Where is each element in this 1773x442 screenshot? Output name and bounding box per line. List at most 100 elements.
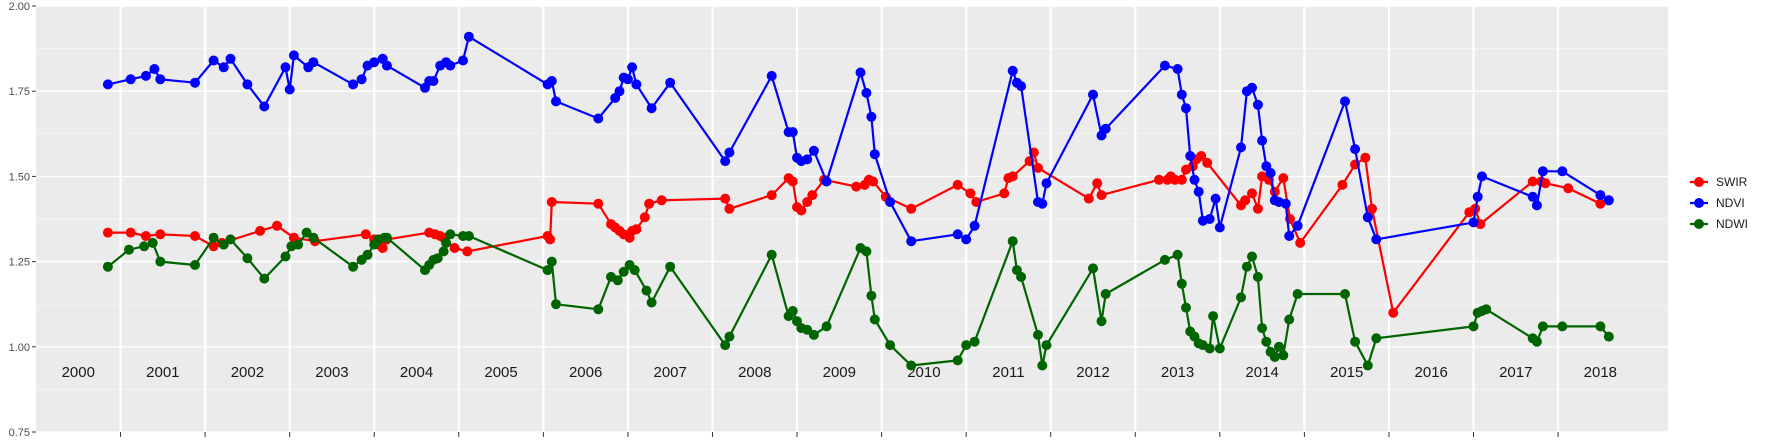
legend-key-swir [1694, 177, 1704, 187]
data-point-ndwi [293, 239, 304, 250]
data-point-swir [593, 198, 604, 209]
data-point-swir [787, 176, 798, 187]
data-point-swir [1007, 171, 1018, 182]
data-point-swir [1083, 193, 1094, 204]
data-point-swir [272, 220, 282, 231]
data-point-ndvi [1176, 89, 1187, 100]
data-point-ndvi [356, 74, 367, 85]
data-point-ndwi [1088, 263, 1098, 274]
data-point-ndwi [1176, 278, 1187, 289]
data-point-ndvi [1340, 96, 1350, 107]
data-point-ndwi [1340, 289, 1350, 299]
data-point-ndvi [218, 62, 229, 73]
year-label: 2008 [738, 364, 771, 381]
data-point-swir [965, 188, 976, 199]
data-point-ndvi [821, 176, 832, 187]
data-point-ndvi [855, 67, 866, 78]
data-point-ndwi [1350, 336, 1361, 347]
data-point-ndwi [1100, 289, 1111, 299]
data-point-ndvi [1100, 123, 1111, 134]
data-point-ndvi [1252, 99, 1263, 110]
data-point-ndvi [1185, 151, 1196, 161]
year-label: 2010 [907, 364, 940, 381]
data-point-ndwi [139, 241, 150, 252]
data-point-swir [644, 198, 655, 209]
data-point-swir [1337, 179, 1348, 190]
data-point-ndwi [969, 336, 980, 347]
data-point-ndvi [961, 234, 972, 245]
data-point-ndwi [1214, 343, 1225, 354]
data-point-ndwi [821, 321, 832, 332]
data-point-ndvi [766, 70, 777, 81]
data-point-ndvi [1265, 168, 1276, 178]
data-point-swir [255, 225, 266, 236]
data-point-ndvi [1236, 142, 1246, 153]
data-point-ndwi [1247, 251, 1257, 262]
year-label: 2002 [231, 364, 264, 381]
data-point-ndvi [463, 31, 474, 42]
data-point-swir [851, 181, 862, 192]
data-point-ndvi [140, 70, 151, 81]
data-point-ndwi [1274, 341, 1284, 352]
y-tick-label: 2.00 [9, 1, 30, 13]
year-label: 2003 [315, 364, 348, 381]
data-point-ndvi [866, 111, 877, 122]
data-point-ndvi [1016, 81, 1027, 92]
data-point-swir [1096, 190, 1107, 201]
data-point-ndwi [720, 340, 731, 351]
data-point-ndvi [787, 127, 798, 138]
data-point-ndvi [885, 197, 896, 207]
legend-label-ndvi: NDVI [1716, 196, 1745, 210]
data-point-ndwi [787, 306, 798, 316]
data-point-swir [1360, 152, 1371, 163]
data-point-swir [190, 231, 200, 241]
data-point-ndwi [1481, 304, 1492, 315]
data-point-ndvi [1527, 191, 1538, 202]
data-point-ndwi [348, 261, 359, 272]
grid-major [36, 5, 1668, 433]
data-point-ndwi [766, 249, 777, 260]
data-point-ndvi [1193, 186, 1204, 197]
data-point-ndvi [802, 154, 813, 165]
data-point-ndwi [593, 304, 604, 315]
data-point-ndwi [1261, 336, 1272, 347]
data-point-ndwi [1269, 352, 1280, 362]
data-point-ndwi [124, 244, 134, 255]
data-point-ndwi [280, 251, 291, 262]
data-point-ndvi [155, 74, 166, 85]
data-point-ndwi [906, 360, 917, 371]
data-point-swir [545, 234, 556, 245]
data-point-swir [1240, 195, 1251, 206]
data-point-ndwi [1292, 289, 1303, 299]
data-point-ndvi [149, 64, 160, 74]
data-point-ndwi [208, 232, 219, 243]
year-label: 2012 [1076, 364, 1109, 381]
data-point-swir [720, 193, 731, 204]
data-point-ndwi [665, 261, 676, 272]
data-point-ndvi [1472, 191, 1483, 202]
data-point-ndwi [1252, 271, 1263, 282]
legend-label-swir: SWIR [1716, 175, 1748, 189]
data-point-ndvi [225, 53, 236, 64]
data-point-ndvi [861, 87, 872, 98]
data-point-ndvi [808, 145, 819, 156]
data-point-ndvi [1362, 212, 1373, 223]
data-point-swir [639, 212, 650, 223]
data-point-swir [377, 243, 388, 253]
data-point-ndvi [1181, 103, 1191, 114]
data-point-ndwi [641, 285, 652, 296]
data-point-ndvi [1468, 217, 1479, 228]
data-point-ndvi [288, 50, 299, 61]
data-point-ndwi [308, 232, 319, 243]
data-point-swir [102, 227, 113, 238]
data-point-swir [802, 197, 813, 207]
data-point-swir [1196, 151, 1207, 161]
data-point-ndvi [1159, 60, 1170, 71]
year-label: 2018 [1584, 364, 1617, 381]
data-point-ndwi [808, 329, 819, 340]
data-point-ndvi [1172, 64, 1183, 74]
data-point-ndwi [381, 232, 392, 243]
data-point-ndwi [1096, 316, 1107, 327]
data-point-ndvi [1210, 193, 1221, 204]
